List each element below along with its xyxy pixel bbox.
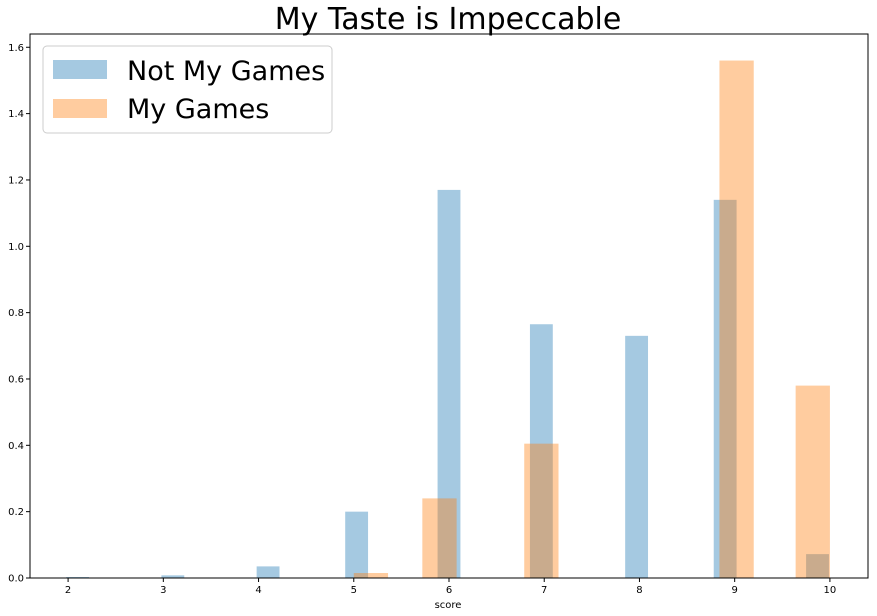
y-tick-label-7: 1.4	[8, 109, 24, 120]
y-tick-label-1: 0.2	[8, 507, 24, 518]
bar-my-games-0	[353, 573, 389, 578]
y-axis: 0.0 0.2 0.4 0.6 0.8 1.0 1.2 1.4 1.6	[8, 43, 30, 585]
y-tick-label-8: 1.6	[8, 43, 24, 54]
x-axis: 2 3 4 5 6 7 8 9 10	[65, 578, 836, 596]
legend-swatch-my-games	[53, 99, 107, 118]
bars-layer	[66, 60, 830, 579]
x-tick-label-10: 10	[824, 585, 837, 596]
bar-not-my-games-7	[713, 199, 737, 578]
bar-not-my-games-2	[256, 566, 280, 578]
y-tick-label-4: 0.8	[8, 308, 24, 319]
bar-not-my-games-6	[625, 335, 649, 578]
bar-my-games-4	[795, 385, 830, 578]
x-tick-label-7: 7	[541, 585, 547, 596]
x-axis-label: score	[435, 600, 462, 611]
bar-not-my-games-8	[806, 554, 829, 578]
bar-not-my-games-1	[161, 575, 185, 578]
x-tick-label-8: 8	[636, 585, 642, 596]
y-tick-label-5: 1.0	[8, 242, 24, 253]
legend-label-not-my-games: Not My Games	[127, 56, 325, 87]
bar-not-my-games-3	[345, 511, 369, 578]
legend: Not My Games My Games	[42, 45, 333, 134]
x-tick-label-4: 4	[255, 585, 261, 596]
x-tick-label-2: 2	[65, 585, 71, 596]
y-tick-label-0: 0.0	[8, 574, 24, 585]
bar-not-my-games-4	[437, 189, 461, 578]
y-tick-label-2: 0.4	[8, 441, 24, 452]
legend-box	[42, 45, 333, 134]
x-tick-label-6: 6	[446, 585, 452, 596]
bar-my-games-3	[719, 60, 754, 579]
x-tick-label-3: 3	[160, 585, 166, 596]
y-tick-label-3: 0.6	[8, 374, 24, 385]
x-tick-label-9: 9	[731, 585, 737, 596]
bar-my-games-2	[524, 443, 559, 578]
x-tick-label-5: 5	[351, 585, 357, 596]
legend-label-my-games: My Games	[127, 94, 269, 125]
bar-my-games-1	[422, 498, 457, 578]
y-tick-label-6: 1.2	[8, 175, 24, 186]
bar-not-my-games-5	[529, 324, 553, 578]
chart-title: My Taste is Impeccable	[275, 2, 622, 37]
legend-swatch-not-my-games	[53, 60, 107, 79]
